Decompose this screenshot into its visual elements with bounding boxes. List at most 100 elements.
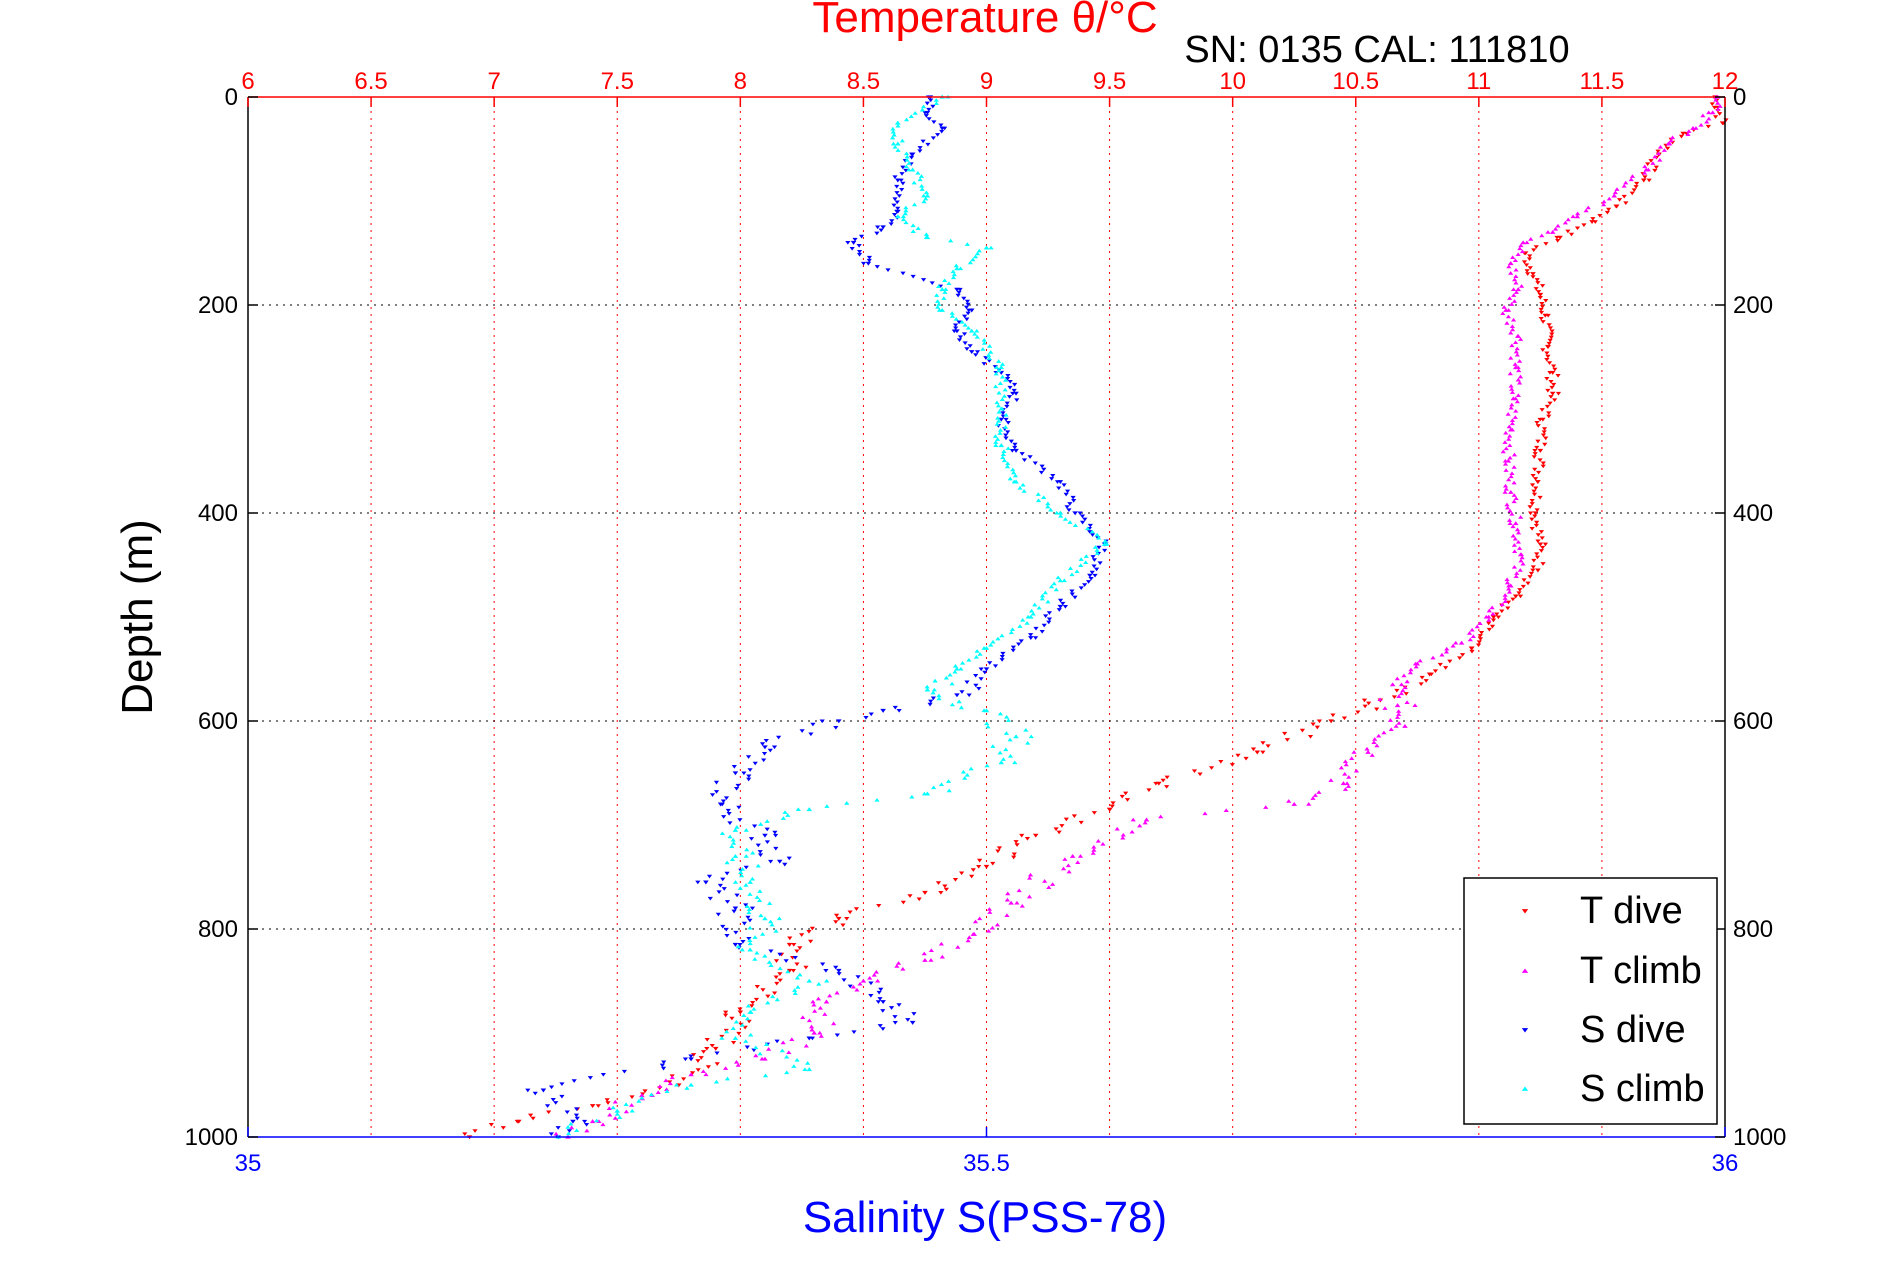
data-point [1685,132,1691,136]
data-point [924,684,930,689]
top-axis-tick-label: 9.5 [1093,68,1126,95]
data-point [1055,575,1061,580]
data-point [1534,555,1541,560]
data-point [819,719,825,724]
data-point [1004,404,1010,409]
data-point [780,816,786,820]
data-point [888,222,894,226]
data-point [1634,181,1640,186]
data-point [1544,376,1550,381]
data-point [746,777,752,782]
data-point [1097,561,1103,565]
data-point [895,961,902,965]
data-point [811,1030,817,1035]
data-point [1401,673,1407,678]
data-point [1090,851,1096,855]
data-point [1362,704,1368,709]
data-point [1709,102,1715,107]
data-point [604,1098,610,1102]
data-point [966,658,972,662]
data-point [876,990,882,995]
data-point [1512,415,1518,419]
data-point [1545,230,1551,234]
data-point [1101,541,1108,546]
bottom-axis-tick-label: 35 [235,1150,262,1177]
data-point [911,202,918,207]
data-point [981,338,987,342]
data-point [973,673,979,678]
data-point [724,860,730,865]
data-point [1506,477,1512,482]
data-point [977,652,983,656]
data-point [1014,398,1020,402]
data-point [1527,266,1533,270]
data-point [739,873,745,878]
data-point [1364,746,1370,751]
data-point [732,1035,739,1040]
data-point [1402,723,1408,728]
data-point [1342,787,1349,791]
data-point [808,1024,815,1029]
data-point [1009,449,1015,453]
data-point [895,214,901,219]
data-point [1450,643,1456,648]
data-point [1011,852,1017,857]
data-point [734,787,740,791]
data-point [737,818,743,822]
data-point [1520,584,1526,589]
data-point [776,735,782,740]
data-point [1486,627,1492,632]
data-point [1066,508,1072,512]
data-point [762,833,768,838]
data-point [1502,593,1508,597]
data-point [958,666,964,671]
data-point [657,1084,663,1089]
data-point [1064,489,1071,494]
data-point [968,350,975,355]
data-point [1091,564,1097,569]
data-point [928,958,934,962]
data-point [950,275,957,280]
data-point [1512,258,1519,262]
data-point [1069,589,1075,594]
data-point [1010,645,1017,650]
data-point [923,196,929,201]
data-point [1341,716,1348,721]
data-point [1509,418,1516,422]
data-point [936,302,942,306]
data-point [1540,417,1546,422]
data-point [1007,476,1013,481]
data-point [1512,549,1518,554]
data-point [1032,833,1039,838]
data-point [1005,374,1011,378]
data-point [1535,281,1541,285]
data-point [1533,287,1539,291]
data-point [736,805,742,810]
data-point [895,120,901,125]
data-point [809,926,816,931]
data-point [998,417,1005,422]
data-point [763,738,769,743]
data-point [1423,679,1429,683]
data-point [1547,326,1554,330]
data-point [880,1000,886,1005]
data-point [900,967,906,971]
data-point [1369,753,1375,757]
data-point [1011,388,1017,393]
data-point [782,862,788,867]
data-point [948,238,954,243]
data-point [762,953,768,958]
data-point [1001,394,1008,398]
data-point [1235,753,1241,758]
data-point [1077,511,1083,516]
data-point [540,1088,547,1093]
data-point [717,802,724,807]
data-point [765,994,771,999]
data-point [1551,364,1557,369]
data-point [957,335,964,340]
data-point [559,1082,565,1087]
data-point [1510,597,1516,602]
series-t-climb [553,94,1723,1139]
data-point [981,341,987,345]
right-axis-tick-label: 200 [1733,292,1773,319]
